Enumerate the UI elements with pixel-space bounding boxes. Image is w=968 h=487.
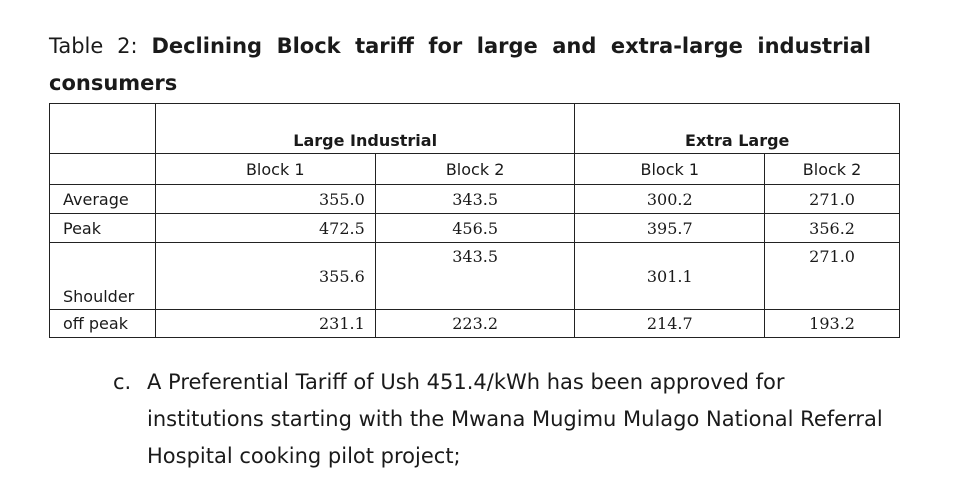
table-row: Peak 472.5 456.5 395.7 356.2 xyxy=(49,213,900,243)
list-marker: c. xyxy=(113,370,132,394)
row-label-off-peak: off peak xyxy=(49,309,156,338)
cell-average-large-block1: 355.0 xyxy=(154,184,376,214)
cell-offpeak-large-block1: 231.1 xyxy=(154,309,376,338)
cell-average-large-block2: 343.5 xyxy=(374,184,576,214)
cell-peak-large-block1: 472.5 xyxy=(154,213,376,243)
block-header-extra-2: Block 2 xyxy=(764,153,900,185)
cell-offpeak-large-block2: 223.2 xyxy=(374,309,576,338)
cell-peak-large-block2: 456.5 xyxy=(374,213,576,243)
row-label-average: Average xyxy=(49,184,156,214)
table-empty-cell xyxy=(49,153,156,185)
table-row: Average 355.0 343.5 300.2 271.0 xyxy=(49,184,900,214)
cell-shoulder-large-block2: 343.5 xyxy=(374,242,576,310)
cell-offpeak-extra-block1: 214.7 xyxy=(574,309,766,338)
group-header-large-industrial: Large Industrial xyxy=(154,103,576,154)
caption-title: Declining Block tariff for large and ext… xyxy=(49,34,871,95)
cell-shoulder-extra-block2: 271.0 xyxy=(764,242,900,310)
table-row: off peak 231.1 223.2 214.7 193.2 xyxy=(49,309,900,338)
list-item: c. A Preferential Tariff of Ush 451.4/kW… xyxy=(113,364,883,475)
cell-offpeak-extra-block2: 193.2 xyxy=(764,309,900,338)
caption-prefix: Table 2: xyxy=(49,34,138,58)
table-corner-cell xyxy=(49,103,156,154)
block-header-large-2: Block 2 xyxy=(374,153,576,185)
table-caption: Table 2: Declining Block tariff for larg… xyxy=(49,28,871,102)
row-label-shoulder: Shoulder xyxy=(49,242,156,310)
table-group-header-row: Large Industrial Extra Large xyxy=(49,103,900,154)
table-block-header-row: Block 1 Block 2 Block 1 Block 2 xyxy=(49,153,900,185)
cell-average-extra-block1: 300.2 xyxy=(574,184,766,214)
table-row: Shoulder 355.6 343.5 301.1 271.0 xyxy=(49,242,900,310)
cell-peak-extra-block1: 395.7 xyxy=(574,213,766,243)
cell-peak-extra-block2: 356.2 xyxy=(764,213,900,243)
tariff-table: Large Industrial Extra Large Block 1 Blo… xyxy=(49,103,900,338)
cell-shoulder-large-block1: 355.6 xyxy=(154,242,376,310)
list-item-text: A Preferential Tariff of Ush 451.4/kWh h… xyxy=(147,370,883,468)
block-header-large-1: Block 1 xyxy=(154,153,376,185)
row-label-peak: Peak xyxy=(49,213,156,243)
group-header-extra-large: Extra Large xyxy=(574,103,900,154)
block-header-extra-1: Block 1 xyxy=(574,153,766,185)
cell-average-extra-block2: 271.0 xyxy=(764,184,900,214)
cell-shoulder-extra-block1: 301.1 xyxy=(574,242,766,310)
